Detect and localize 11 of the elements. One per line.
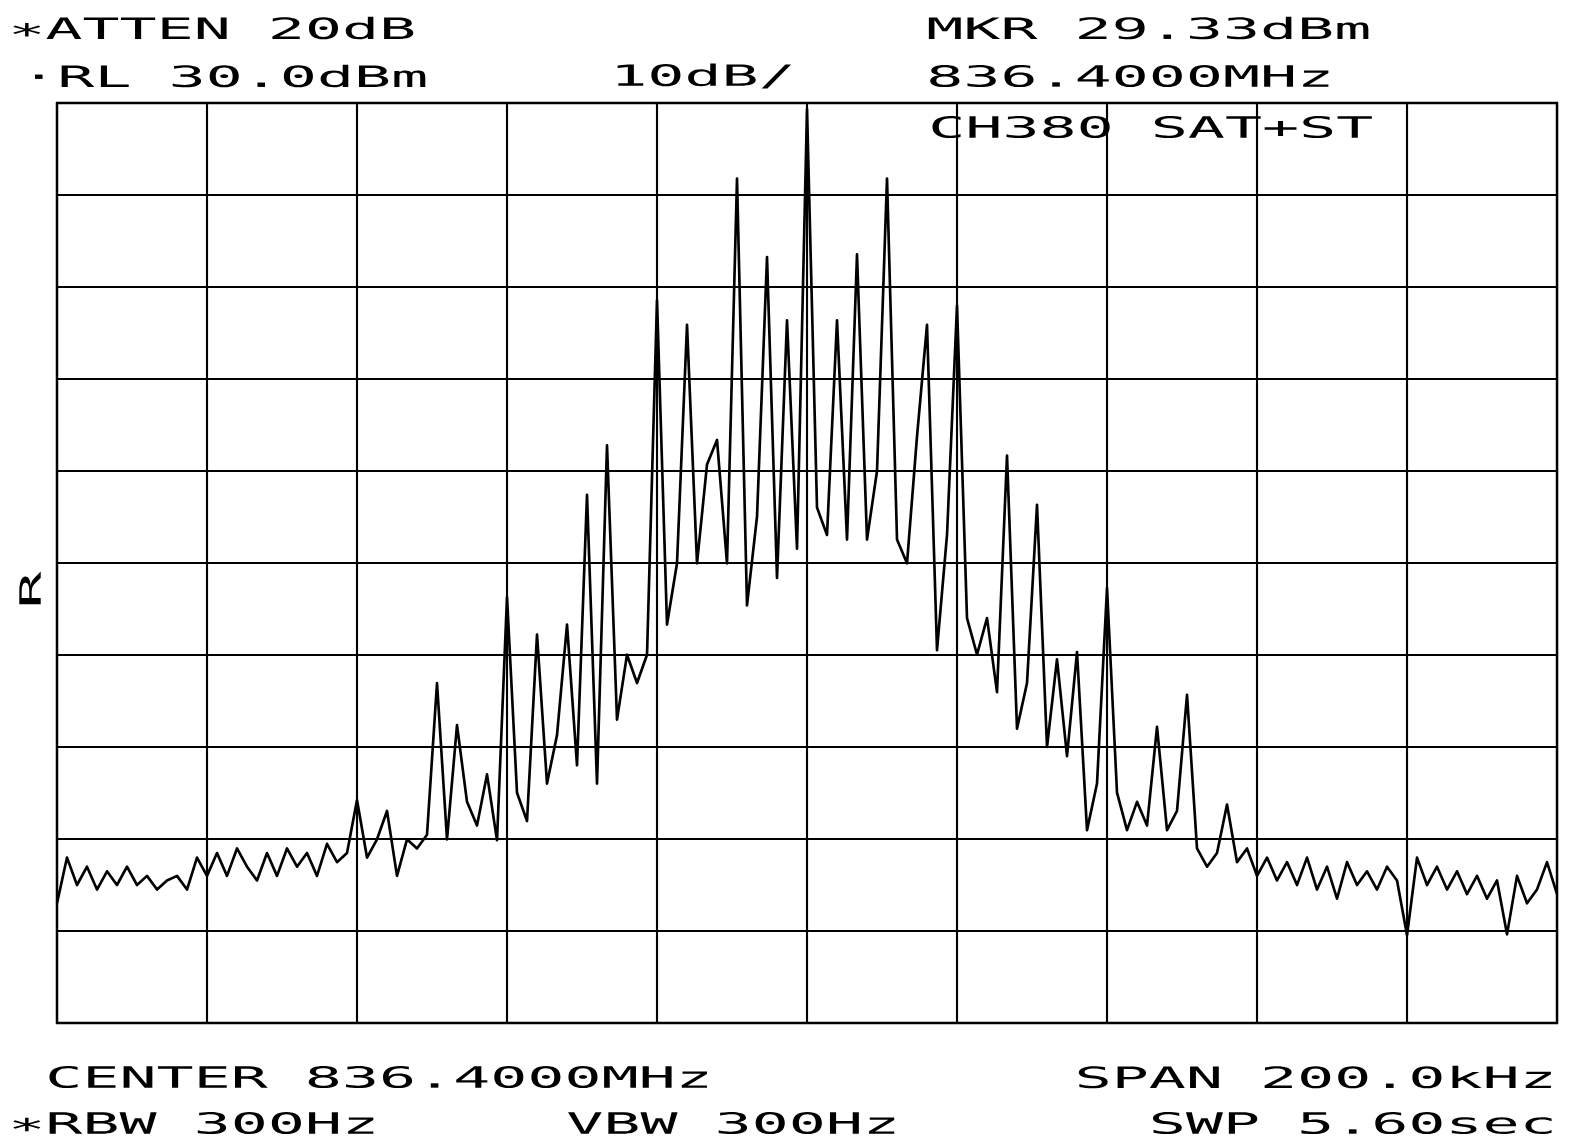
text: ·RL 30.0dBm (34, 64, 426, 88)
text: MKR 29.33dBm (928, 16, 1369, 40)
text: CENTER 836.4000MHz (49, 1065, 707, 1089)
text: 10dB/ (617, 63, 792, 89)
text: VBW 300Hz (567, 1111, 895, 1135)
text: SPAN 200.0kHz (1078, 1065, 1551, 1089)
text: 836.4000MHz (930, 64, 1329, 88)
text: R (19, 571, 41, 605)
text: ∗ATTEN 20dB (13, 16, 414, 40)
text: SWP 5.60sec (1152, 1111, 1552, 1135)
text: ∗RBW 300Hz (13, 1111, 374, 1135)
